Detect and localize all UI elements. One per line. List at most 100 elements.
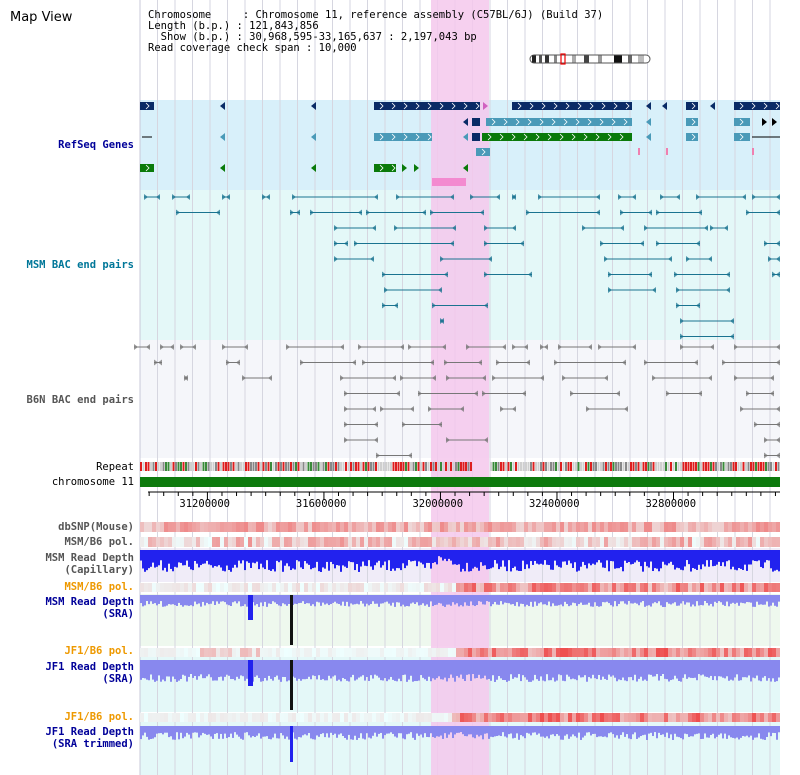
bac-end-marker [484,225,488,231]
track-label-msm-bac[interactable]: MSM BAC end pairs [26,259,134,271]
depth-bar [340,726,342,734]
track-label-dbsnp[interactable]: dbSNP(Mouse) [58,521,134,533]
depth-bar [694,595,696,607]
heatmap-cell [476,648,480,657]
depth-bar [290,550,292,571]
heatmap-cell [320,583,324,592]
repeat-segment [372,462,375,471]
depth-bar [486,595,488,602]
track-label-b6n-bac[interactable]: B6N BAC end pairs [26,394,134,406]
track-label-repeat[interactable]: Repeat [96,461,134,473]
depth-bar [276,660,278,676]
track-label-refseq[interactable]: RefSeq Genes [58,139,134,151]
heatmap-cell [356,713,360,722]
heatmap-cell [156,583,160,592]
depth-bar [382,595,384,604]
track-label-jf1-b6-pol-2[interactable]: JF1/B6 pol. [64,711,134,723]
track-label-msm-b6-pol-2[interactable]: MSM/B6 pol. [64,581,134,593]
heatmap-cell [728,648,732,657]
heatmap-cell [420,522,424,532]
depth-bar [422,595,424,604]
heatmap-cell [596,648,600,657]
depth-bar [470,550,472,572]
bac-end-marker [310,209,314,216]
heatmap-cell [544,537,548,547]
depth-bar [388,660,390,680]
depth-bar [488,595,490,602]
heatmap-cell [516,583,520,592]
depth-bar [712,550,714,567]
heatmap-cell [732,713,736,722]
depth-bar [560,726,562,740]
depth-bar [370,595,372,604]
depth-bar [202,726,204,733]
depth-bar [758,726,760,734]
depth-bar [574,550,576,563]
bac-end-marker [768,256,772,262]
heatmap-cell [552,537,556,547]
depth-bar [478,726,480,737]
chromosome-ideogram[interactable] [528,52,652,66]
depth-bar [536,660,538,680]
depth-bar [200,595,202,607]
heatmap-cell [528,713,532,722]
repeat-segment [525,462,527,471]
track-label-jf1-b6-pol-1[interactable]: JF1/B6 pol. [64,645,134,657]
depth-bar [368,550,370,561]
repeat-segment [707,462,710,471]
track-label-msm-depth-capillary[interactable]: MSM Read Depth (Capillary) [45,552,134,576]
depth-bar [330,660,332,679]
heatmap-cell [160,537,164,547]
depth-bar [334,726,336,734]
heatmap-cell [348,713,352,722]
depth-bar [164,660,166,682]
depth-bar [740,595,742,603]
depth-bar [232,550,234,568]
heatmap-cell [608,713,612,722]
bac-end-marker [620,225,624,231]
bac-end-marker [660,194,664,200]
depth-bar [226,660,228,675]
heatmap-cell [224,537,228,547]
heatmap-cell [200,648,204,657]
track-label-jf1-depth-trimmed[interactable]: JF1 Read Depth (SRA trimmed) [45,726,134,750]
gene-strand-mark [475,102,480,110]
track-label-msm-b6-pol-1[interactable]: MSM/B6 pol. [64,536,134,548]
heatmap-cell [696,522,700,532]
depth-bar [380,660,382,681]
heatmap-cell [148,648,152,657]
repeat-segment [210,462,212,471]
heatmap-cell [340,522,344,532]
depth-bar [726,660,728,677]
depth-bar [566,660,568,675]
depth-bar [260,595,262,603]
depth-bar [434,726,436,738]
depth-bar [246,550,248,562]
depth-bar [734,550,736,570]
depth-bar [470,660,472,681]
selected-gene-box [432,178,466,186]
repeat-segment [370,462,372,471]
depth-bar [600,726,602,737]
heatmap-cell [604,522,608,532]
depth-bar [346,726,348,740]
depth-bar [196,726,198,733]
depth-bar [352,726,354,740]
bac-end-marker [352,359,356,366]
track-label-msm-depth-sra[interactable]: MSM Read Depth (SRA) [45,596,134,620]
repeat-segment [460,462,462,471]
heatmap-cell [408,537,412,547]
bac-end-marker [588,344,592,350]
depth-bar [212,550,214,568]
track-label-jf1-depth-sra[interactable]: JF1 Read Depth (SRA) [45,661,134,685]
depth-bar [760,595,762,605]
gene-strand-mark [601,102,606,110]
heatmap-cell [764,583,768,592]
repeat-segment [212,462,215,471]
depth-bar [458,660,460,678]
heatmap-cell [364,522,368,532]
track-label-chromosome[interactable]: chromosome 11 [51,476,134,488]
track-label-line: (SRA) [102,673,134,685]
repeat-segment [360,462,362,471]
heatmap-cell [712,713,716,722]
